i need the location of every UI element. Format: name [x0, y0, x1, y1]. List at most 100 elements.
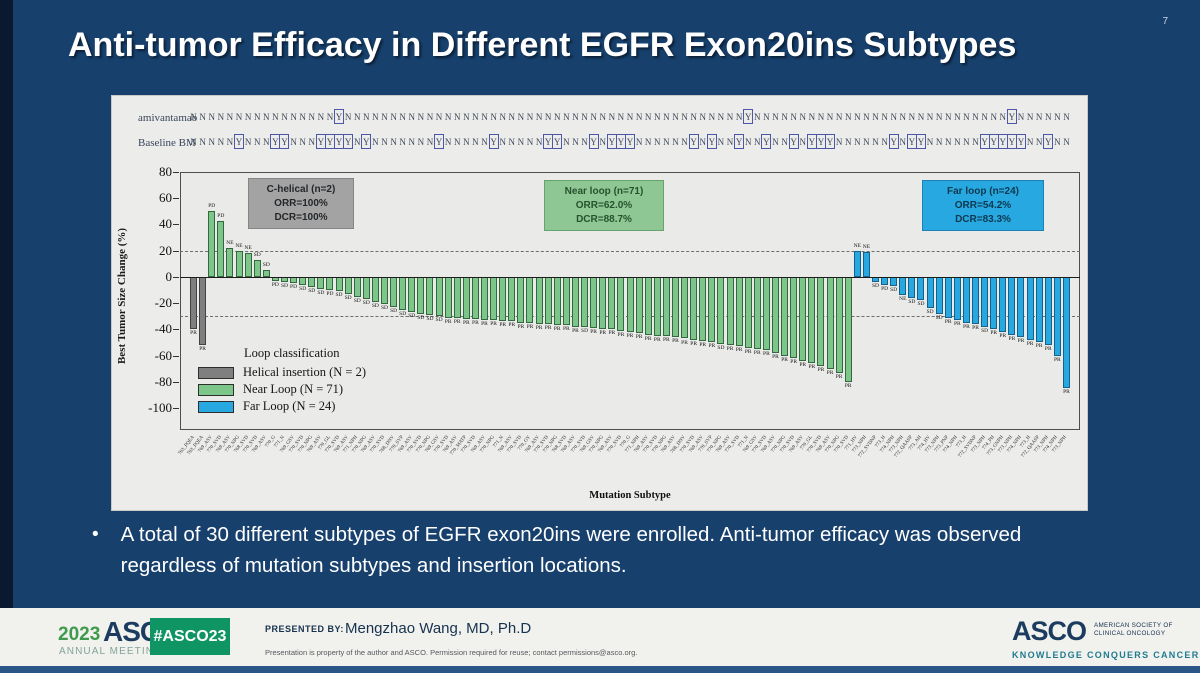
- baseline-bm-status-letter: Y: [788, 134, 799, 149]
- y-tick-mark: [173, 329, 179, 331]
- response-label: PR: [662, 336, 670, 343]
- asco-logo: ASCO: [1012, 616, 1087, 646]
- y-tick-label: -100: [148, 400, 172, 415]
- waterfall-bar: [317, 276, 325, 289]
- response-label: PR: [644, 335, 652, 342]
- baseline-bm-status-letter: Y: [761, 134, 772, 149]
- legend: Loop classification Helical insertion (N…: [198, 346, 366, 415]
- response-label: SD: [408, 313, 416, 320]
- waterfall-bar: [753, 276, 761, 349]
- amivantamab-status-letter: N: [799, 112, 807, 122]
- amivantamab-status-letter: N: [1045, 112, 1052, 122]
- y-tick-mark: [173, 276, 179, 278]
- response-label: PR: [608, 330, 616, 337]
- response-label: NE: [235, 242, 243, 249]
- annotation-title: Near loop (n=71): [564, 186, 644, 197]
- amivantamab-status-letter: N: [490, 112, 497, 122]
- response-label: PR: [553, 326, 561, 333]
- waterfall-bar: [799, 276, 807, 361]
- amivantamab-status-letter: N: [663, 112, 670, 122]
- amivantamab-status-letter: N: [954, 112, 961, 122]
- response-label: PR: [972, 325, 979, 332]
- amivantamab-status-letter: N: [199, 112, 206, 122]
- waterfall-bar: [1026, 276, 1034, 340]
- response-label: PR: [481, 321, 488, 328]
- waterfall-bar: [335, 276, 343, 292]
- baseline-bm-status-letter: Y: [625, 134, 635, 149]
- response-label: PR: [190, 330, 197, 337]
- waterfall-bar: [1044, 276, 1052, 346]
- response-label: PR: [944, 318, 952, 325]
- amivantamab-status-letter: N: [781, 112, 788, 122]
- waterfall-bar: [981, 276, 989, 327]
- waterfall-bar: [844, 276, 852, 382]
- response-label: PR: [726, 346, 734, 353]
- y-tick-label: -80: [154, 373, 172, 389]
- amivantamab-status-letter: N: [517, 112, 525, 122]
- waterfall-bar: [508, 276, 516, 322]
- baseline-bm-status-letter: N: [699, 137, 706, 147]
- amivantamab-status-letter: N: [890, 112, 897, 122]
- response-label: PR: [844, 382, 852, 389]
- amivantamab-status-letter: N: [344, 112, 352, 122]
- y-tick-label: -20: [154, 295, 172, 311]
- amivantamab-status-letter: N: [935, 112, 943, 122]
- annotation-title: Far loop (n=24): [947, 186, 1019, 197]
- legend-swatch-helical: [198, 366, 234, 379]
- waterfall-bar: [944, 276, 952, 318]
- amivantamab-status-letter: N: [854, 112, 861, 122]
- waterfall-bar: [862, 251, 870, 277]
- baseline-bm-status-letter: N: [263, 137, 270, 147]
- waterfall-bar: [590, 276, 598, 328]
- amivantamab-status-letter: N: [644, 112, 652, 122]
- waterfall-bar: [390, 276, 398, 308]
- response-label: NE: [853, 242, 861, 249]
- response-label: PR: [735, 347, 743, 354]
- baseline-bm-status-letter: Y: [552, 134, 563, 149]
- waterfall-bar: [917, 276, 925, 301]
- response-label: PR: [772, 353, 779, 360]
- left-edge-strip: [0, 0, 13, 608]
- y-tick-label: 80: [159, 164, 172, 179]
- threshold-line: [180, 250, 1080, 252]
- amivantamab-status-letter: N: [844, 112, 852, 122]
- footer-year: 2023: [58, 624, 101, 645]
- waterfall-bar: [744, 276, 752, 348]
- hashtag-badge: #ASCO23: [150, 618, 230, 655]
- baseline-bm-status-letter: Y: [1015, 134, 1026, 149]
- baseline-bm-status-letter: Y: [1043, 134, 1054, 149]
- asco-society-line2: CLINICAL ONCOLOGY: [1094, 630, 1166, 638]
- response-label: SD: [299, 285, 307, 292]
- amivantamab-status-letter: N: [863, 112, 870, 122]
- amivantamab-status-letter: N: [272, 112, 279, 122]
- y-tick-mark: [173, 408, 179, 409]
- legend-label: Far Loop (N = 24): [243, 399, 336, 413]
- waterfall-bar: [562, 276, 570, 326]
- y-tick-label: 40: [159, 216, 172, 232]
- waterfall-bar: [781, 276, 789, 356]
- baseline-bm-status-letter: N: [390, 137, 397, 147]
- waterfall-bar: [481, 276, 488, 321]
- asco-society-label: AMERICAN SOCIETY OF CLINICAL ONCOLOGY: [1094, 622, 1173, 638]
- response-label: PR: [1063, 389, 1070, 396]
- baseline-bm-status-letter: N: [208, 137, 215, 147]
- waterfall-bar: [990, 276, 998, 330]
- amivantamab-status-letter: N: [263, 112, 270, 122]
- response-label: PR: [817, 367, 825, 374]
- amivantamab-status-letter: N: [963, 112, 970, 122]
- asco-society-line1: AMERICAN SOCIETY OF: [1094, 622, 1173, 629]
- baseline-bm-status-letter: Y: [706, 134, 717, 149]
- baseline-bm-status-letter: N: [672, 137, 679, 147]
- waterfall-bar: [1053, 276, 1061, 356]
- waterfall-bar: [490, 276, 498, 321]
- response-label: PR: [199, 346, 206, 353]
- amivantamab-status-letter: N: [426, 112, 434, 122]
- response-label: PD: [881, 285, 889, 292]
- response-label: SD: [926, 309, 934, 316]
- amivantamab-status-letter: N: [554, 112, 561, 122]
- amivantamab-status-letter: N: [372, 112, 379, 122]
- response-label: PD: [217, 212, 225, 219]
- amivantamab-status-letter: N: [990, 112, 997, 122]
- amivantamab-status-letter: N: [1063, 112, 1070, 122]
- response-label: PR: [462, 319, 470, 326]
